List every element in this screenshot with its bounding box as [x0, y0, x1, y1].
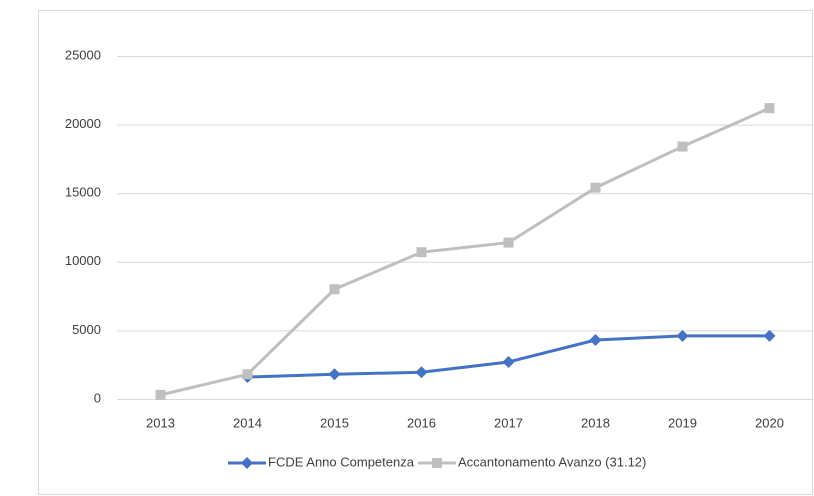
marker — [415, 366, 428, 379]
marker — [677, 141, 688, 152]
x-tick-label: 2014 — [233, 415, 262, 430]
y-tick-label: 0 — [94, 390, 101, 405]
marker — [502, 355, 515, 368]
marker — [503, 237, 514, 248]
y-tick-label: 20000 — [65, 116, 101, 131]
legend-label: FCDE Anno Competenza — [268, 454, 415, 469]
x-tick-label: 2013 — [146, 415, 175, 430]
x-tick-label: 2018 — [581, 415, 610, 430]
marker — [329, 284, 340, 295]
marker — [416, 247, 427, 258]
marker — [763, 329, 776, 342]
marker — [431, 458, 442, 468]
legend-label: Accantonamento Avanzo (31.12) — [458, 454, 646, 469]
marker — [589, 334, 602, 347]
marker — [764, 103, 775, 114]
x-tick-label: 2020 — [755, 415, 784, 430]
marker — [242, 369, 253, 380]
marker — [676, 329, 689, 342]
marker — [241, 457, 253, 469]
x-tick-label: 2016 — [407, 415, 436, 430]
x-tick-label: 2019 — [668, 415, 697, 430]
y-tick-label: 15000 — [65, 185, 101, 200]
y-tick-label: 10000 — [65, 253, 101, 268]
y-tick-label: 25000 — [65, 47, 101, 62]
series-line — [160, 106, 771, 397]
marker — [155, 389, 166, 400]
y-tick-label: 5000 — [72, 322, 101, 337]
x-tick-label: 2015 — [320, 415, 349, 430]
marker — [328, 368, 341, 381]
x-tick-label: 2017 — [494, 415, 523, 430]
marker — [590, 182, 601, 193]
